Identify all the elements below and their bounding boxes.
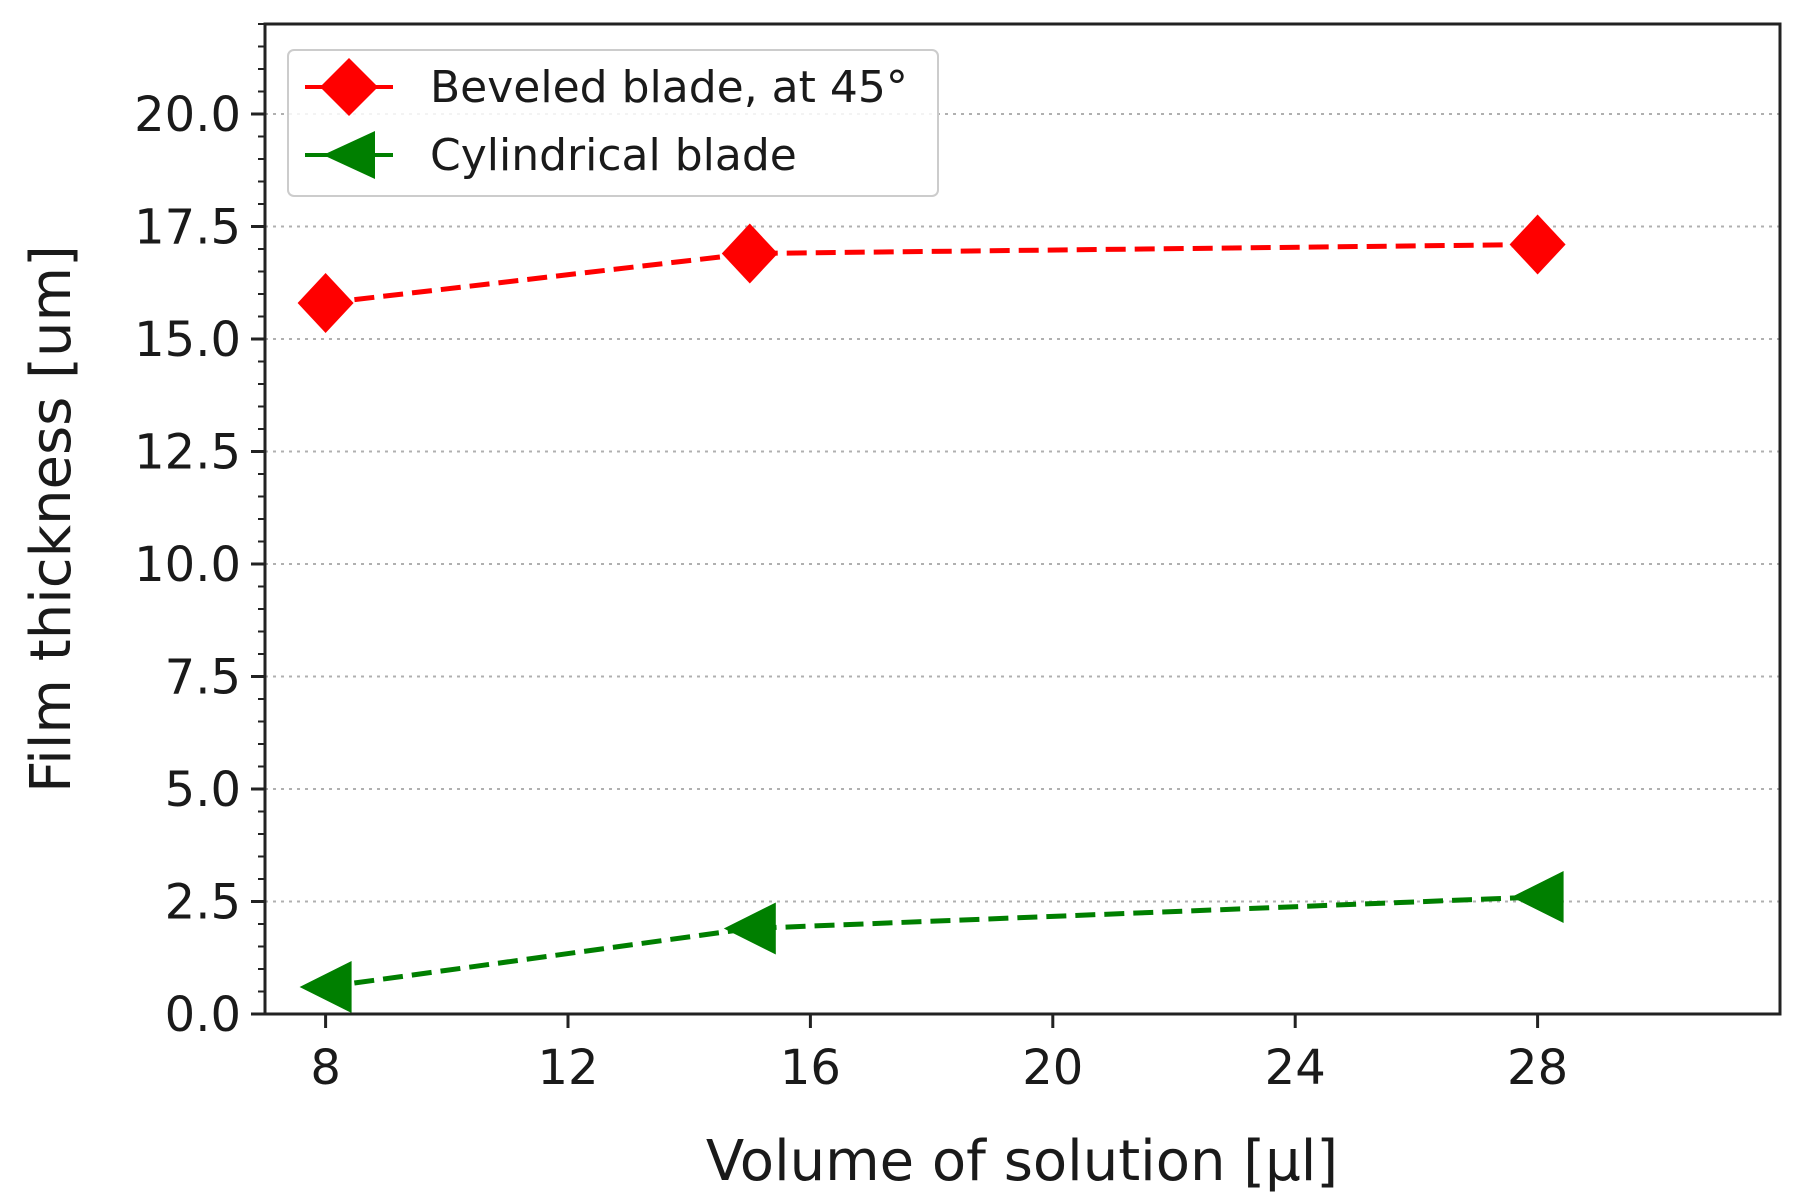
data-point-0 <box>721 223 778 284</box>
series-line-0 <box>325 242 1538 306</box>
data-point-0 <box>1509 214 1566 275</box>
y-tick-label: 20.0 <box>134 87 241 143</box>
series-line-1 <box>325 894 1538 990</box>
legend: Beveled blade, at 45° Cylindrical blade <box>287 49 939 197</box>
data-point-1 <box>1511 871 1564 923</box>
plot-frame <box>263 22 1782 1016</box>
data-point-1 <box>299 961 352 1013</box>
y-tick-label: 17.5 <box>134 200 241 256</box>
legend-marker-cylindrical <box>323 131 375 179</box>
series-markers <box>297 214 1566 1013</box>
data-point-1 <box>723 902 776 955</box>
y-tick-label: 15.0 <box>134 312 241 368</box>
legend-box <box>287 49 939 197</box>
x-tick-label: 16 <box>780 1040 841 1096</box>
x-tick-label: 28 <box>1507 1040 1568 1096</box>
y-tick-label: 0.0 <box>165 987 241 1043</box>
legend-marker-beveled <box>320 58 378 116</box>
data-point-0 <box>297 273 354 333</box>
x-tick-label: 24 <box>1265 1040 1326 1096</box>
x-tick-label: 12 <box>537 1040 598 1096</box>
y-tick-label: 5.0 <box>165 762 241 818</box>
x-tick-label: 8 <box>310 1040 341 1096</box>
x-ticks: 8 12 16 20 24 28 <box>310 1014 1568 1096</box>
y-tick-label: 10.0 <box>134 537 241 593</box>
y-ticks: 0.0 2.5 5.0 7.5 10.0 12.5 15.0 17.5 20.0 <box>134 23 265 1043</box>
series-lines <box>325 242 1538 990</box>
y-tick-label: 2.5 <box>165 875 241 931</box>
legend-label-cylindrical: Cylindrical blade <box>430 130 797 181</box>
x-axis-title: Volume of solution [μl] <box>706 1129 1338 1194</box>
y-tick-label: 12.5 <box>134 425 241 481</box>
y-axis-title: Film thickness [um] <box>19 245 84 793</box>
legend-label-beveled: Beveled blade, at 45° <box>430 62 908 113</box>
x-tick-label: 20 <box>1022 1040 1083 1096</box>
y-tick-label: 7.5 <box>165 650 241 706</box>
